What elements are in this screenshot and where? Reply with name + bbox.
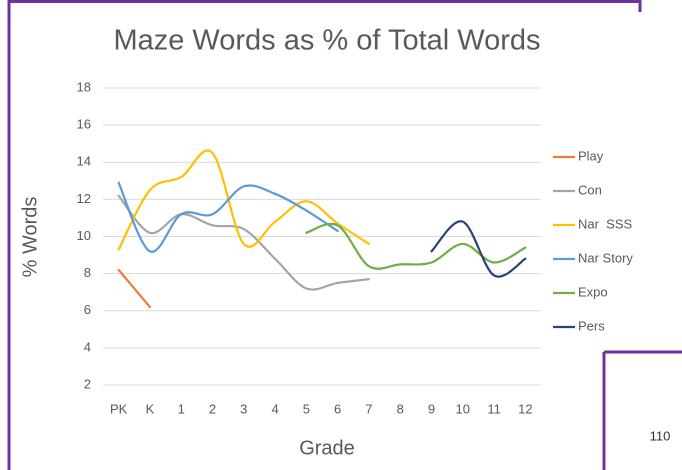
x-tick-label: 6	[334, 401, 341, 416]
y-tick-label: 16	[77, 117, 91, 132]
y-tick-label: 18	[77, 79, 91, 94]
legend-label: Expo	[578, 284, 608, 299]
x-tick-label: PK	[110, 401, 128, 416]
page-number: 110	[650, 428, 671, 443]
x-tick-label: 5	[303, 401, 310, 416]
y-tick-label: 8	[84, 265, 91, 280]
y-tick-label: 12	[77, 191, 91, 206]
series-line	[117, 194, 371, 291]
series-line	[117, 181, 339, 253]
series-line	[430, 220, 527, 278]
x-tick-label: 8	[397, 401, 404, 416]
x-tick-label: K	[146, 401, 155, 416]
x-tick-label: 12	[518, 401, 532, 416]
x-tick-label: 3	[240, 401, 247, 416]
series-line	[117, 268, 152, 309]
y-tick-label: 14	[77, 154, 91, 169]
x-tick-label: 11	[487, 401, 501, 416]
x-tick-label: 9	[428, 401, 435, 416]
x-axis-label: Grade	[299, 437, 355, 459]
legend-label: Con	[578, 182, 602, 197]
x-tick-label: 4	[271, 401, 278, 416]
y-tick-label: 2	[84, 376, 91, 391]
y-tick-label: 4	[84, 339, 91, 354]
legend-label: Play	[578, 148, 604, 163]
legend-label: Nar SSS	[578, 216, 633, 231]
x-tick-label: 7	[365, 401, 372, 416]
chart-title: Maze Words as % of Total Words	[113, 25, 540, 57]
frame	[7, 0, 682, 470]
x-tick-label: 2	[209, 401, 216, 416]
series-line	[117, 149, 371, 251]
y-axis-label: % Words	[19, 197, 41, 278]
legend-label: Nar Story	[578, 250, 633, 265]
y-tick-label: 10	[77, 228, 91, 243]
series-line	[305, 222, 527, 270]
y-tick-label: 6	[84, 302, 91, 317]
legend-label: Pers	[578, 318, 605, 333]
x-tick-label: 10	[456, 401, 470, 416]
x-tick-label: 1	[178, 401, 185, 416]
